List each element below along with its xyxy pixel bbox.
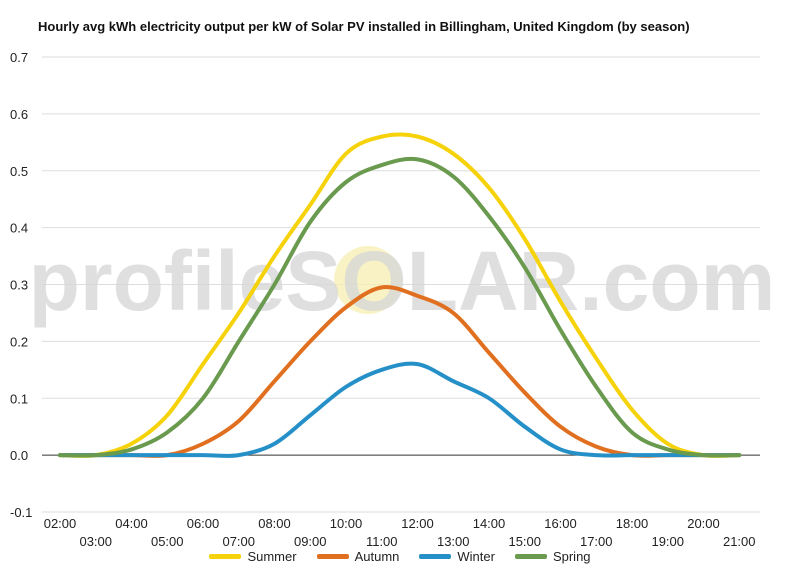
x-tick-label: 05:00 [151, 534, 184, 549]
x-tick-label: 19:00 [651, 534, 684, 549]
legend: Summer Autumn Winter Spring [0, 549, 800, 564]
x-tick-label: 10:00 [330, 516, 363, 531]
x-tick-label: 16:00 [544, 516, 577, 531]
series-line-spring [58, 156, 742, 458]
y-tick-label: 0.0 [10, 448, 28, 463]
x-tick-label: 14:00 [473, 516, 506, 531]
legend-item-winter[interactable]: Winter [419, 549, 495, 564]
watermark-text: profileSOLAR.com [29, 234, 776, 328]
series-lines [58, 132, 742, 458]
x-tick-label: 08:00 [258, 516, 291, 531]
y-tick-label: 0.7 [10, 50, 28, 65]
legend-swatch [419, 554, 452, 559]
y-tick-label: 0.1 [10, 391, 28, 406]
legend-swatch [209, 554, 242, 559]
x-tick-label: 03:00 [79, 534, 112, 549]
chart-title: Hourly avg kWh electricity output per kW… [38, 19, 690, 34]
series-line-winter [58, 361, 742, 458]
x-tick-label: 11:00 [366, 534, 398, 549]
x-axis-ticks: 02:00 04:00 06:00 08:00 10:00 12:00 14:00 16:00… [44, 516, 756, 549]
x-tick-label: 13:00 [437, 534, 470, 549]
legend-item-spring[interactable]: Spring [514, 549, 591, 564]
legend-item-autumn[interactable]: Autumn [316, 549, 400, 564]
x-tick-label: 02:00 [44, 516, 77, 531]
legend-swatch [316, 554, 349, 559]
x-tick-label: 06:00 [187, 516, 220, 531]
legend-item-summer[interactable]: Summer [209, 549, 297, 564]
x-tick-label: 17:00 [580, 534, 613, 549]
x-tick-label: 20:00 [687, 516, 720, 531]
y-tick-label: 0.4 [10, 221, 28, 236]
x-tick-label: 09:00 [294, 534, 327, 549]
legend-label: Winter [457, 549, 495, 564]
y-tick-label: 0.5 [10, 164, 28, 179]
y-axis-ticks: 0.7 0.6 0.5 0.4 0.3 0.2 0.1 0.0 -0.1 [10, 50, 32, 520]
legend-label: Summer [247, 549, 297, 564]
y-tick-label: 0.3 [10, 278, 28, 293]
legend-swatch [514, 554, 547, 559]
x-tick-label: 07:00 [222, 534, 255, 549]
y-tick-label: 0.2 [10, 334, 28, 349]
watermark-sun-icon [334, 246, 402, 314]
watermark: profileSOLAR.com [29, 234, 776, 328]
x-tick-label: 21:00 [723, 534, 756, 549]
y-tick-label: -0.1 [10, 505, 32, 520]
legend-label: Autumn [354, 549, 400, 564]
y-tick-label: 0.6 [10, 107, 28, 122]
series-line-summer [58, 132, 742, 458]
x-tick-label: 15:00 [508, 534, 541, 549]
legend-label: Spring [552, 549, 591, 564]
x-tick-label: 12:00 [401, 516, 434, 531]
x-tick-label: 04:00 [115, 516, 148, 531]
x-tick-label: 18:00 [616, 516, 649, 531]
